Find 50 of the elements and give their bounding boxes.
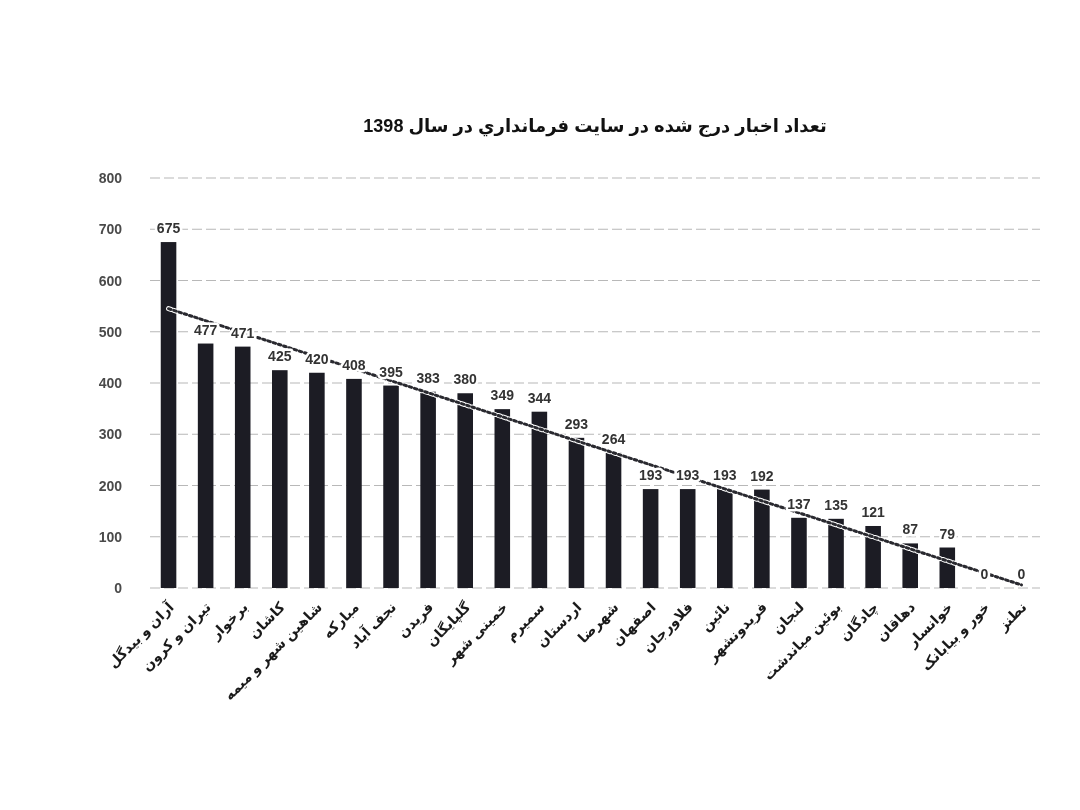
data-label: 383 [416,369,441,386]
y-tick-label: 600 [98,272,123,289]
data-label: 193 [638,467,663,484]
data-label: 137 [787,495,811,512]
bar [679,489,696,588]
bar [272,370,288,588]
data-label: 79 [939,525,956,542]
chart-title: تعداد اخبار درج شده در سایت فرمانداري در سال 1398 [363,116,827,137]
data-label: 380 [453,371,478,388]
bar [383,385,399,588]
y-tick-label: 300 [98,426,123,443]
data-label: 192 [750,467,774,484]
bar [160,242,177,588]
bar [197,343,214,588]
bar [234,346,251,588]
data-label: 425 [268,348,292,365]
bar [717,489,733,588]
data-label: 87 [902,521,919,538]
data-label: 344 [527,389,552,406]
bar [865,525,881,588]
y-tick-label: 700 [98,221,123,238]
data-label: 293 [564,415,589,432]
bar [457,393,473,588]
y-tick-label: 400 [98,375,123,391]
data-label: 477 [193,321,218,338]
bar [309,372,325,588]
y-tick-label: 500 [98,323,123,340]
data-label: 675 [156,220,181,237]
bar [494,409,511,588]
data-label: 395 [379,363,403,380]
data-label: 135 [824,496,848,513]
bar [642,489,659,588]
data-label: 264 [601,430,626,447]
bar [605,452,622,588]
y-tick-label: 200 [98,477,123,494]
data-label: 0 [1017,566,1026,582]
x-tick-label: نطنز [993,598,1031,636]
bar [754,489,770,588]
bar [346,378,362,588]
y-tick-label: 800 [98,170,123,186]
bar [420,391,436,588]
bar [531,411,548,588]
bar [791,517,807,588]
bar [568,437,585,588]
data-label: 193 [713,467,737,484]
data-label: 349 [490,387,515,404]
data-label: 121 [861,503,886,520]
bar [828,518,844,588]
y-tick-label: 0 [114,580,123,596]
y-tick-label: 100 [98,528,123,545]
